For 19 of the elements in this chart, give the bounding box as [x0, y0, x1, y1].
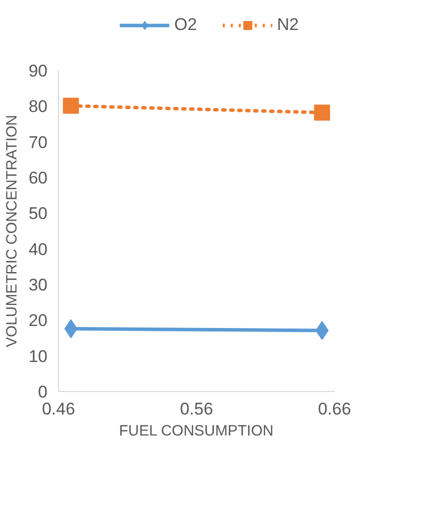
y-tick-label: 60 — [28, 168, 48, 188]
x-tick-label: 0.56 — [180, 400, 214, 418]
y-axis-title: VOLUMETRIC CONCENTRATION — [4, 114, 21, 348]
x-tick-label: 0.66 — [318, 400, 352, 418]
x-axis-title: FUEL CONSUMPTION — [118, 422, 274, 440]
point — [62, 98, 79, 114]
y-tick-label: 40 — [28, 240, 48, 259]
y-tick-label: 70 — [28, 132, 48, 152]
y-tick-label: 20 — [28, 311, 48, 330]
y-tick-label: 50 — [28, 204, 48, 224]
y-tick-label: 0 — [38, 382, 48, 402]
y-tick-label: 30 — [28, 276, 48, 294]
legend-label: N2 — [276, 15, 299, 35]
y-tick-label: 90 — [28, 62, 48, 80]
y-tick-label: 10 — [28, 346, 48, 366]
point — [314, 104, 330, 121]
legend-label: O2 — [174, 15, 197, 35]
y-tick-label: 80 — [28, 97, 48, 116]
x-tick-label: 0.46 — [42, 400, 76, 418]
